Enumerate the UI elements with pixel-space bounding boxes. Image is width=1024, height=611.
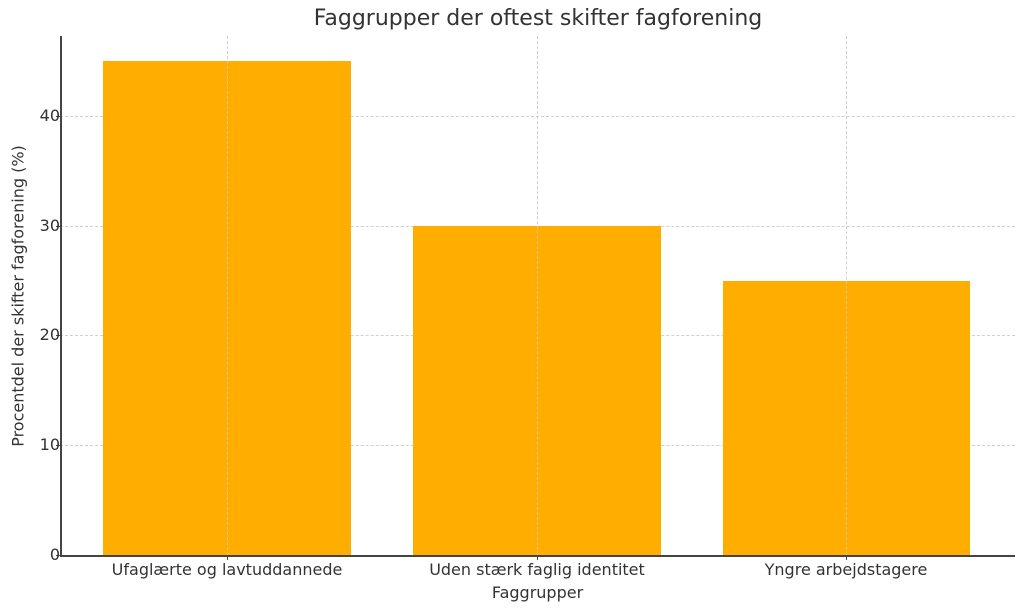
ytick-label-20: 20	[39, 325, 60, 344]
ytick-mark-10	[56, 445, 60, 446]
ytick-label-0: 0	[49, 545, 60, 564]
xtick-label-yngre: Yngre arbejdstagere	[764, 560, 928, 579]
xtick-label-ufaglaerte: Ufaglærte og lavtuddannede	[111, 560, 343, 579]
bar-ufaglaerte	[103, 61, 351, 555]
bar-uden-staerk-faglig-identitet	[413, 226, 661, 555]
ytick-label-30: 30	[39, 216, 60, 235]
xtick-label-uden-staerk: Uden stærk faglig identitet	[429, 560, 645, 579]
ytick-mark-0	[56, 555, 60, 556]
chart-title: Faggrupper der oftest skifter fagforenin…	[313, 6, 763, 31]
ytick-mark-30	[56, 226, 60, 227]
ytick-label-10: 10	[39, 435, 60, 454]
xtick-mark-1	[227, 556, 228, 560]
x-axis-line	[60, 555, 1015, 557]
x-axis-label: Faggrupper	[491, 583, 584, 602]
bar-yngre-arbejdstagere	[723, 281, 970, 555]
y-axis-line	[60, 36, 62, 556]
ytick-label-40: 40	[39, 106, 60, 125]
xtick-mark-3	[846, 556, 847, 560]
ytick-mark-40	[56, 116, 60, 117]
ytick-mark-20	[56, 335, 60, 336]
y-axis-label: Procentdel der skifter fagforening (%)	[8, 145, 28, 447]
plot-area	[60, 36, 1015, 555]
xtick-mark-2	[537, 556, 538, 560]
